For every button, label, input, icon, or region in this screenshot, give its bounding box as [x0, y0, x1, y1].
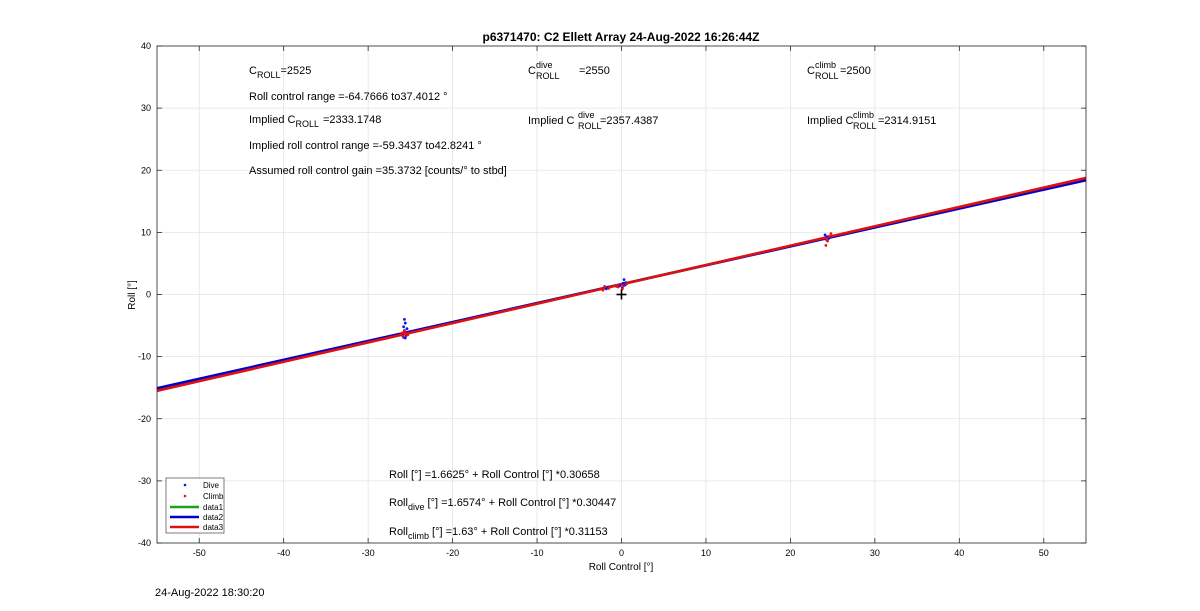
point-climb — [601, 288, 605, 292]
annotation-gain: Assumed roll control gain =35.3732 [coun… — [249, 165, 507, 177]
legend-label-data3: data3 — [203, 523, 224, 532]
point-climb — [615, 285, 618, 288]
point-climb — [621, 284, 625, 288]
legend-label-climb: Climb — [203, 492, 224, 501]
origin-cross-marker — [616, 289, 627, 300]
point-climb — [829, 232, 833, 236]
point-climb — [626, 281, 630, 285]
scatter-points — [400, 232, 833, 340]
point-dive — [403, 321, 407, 325]
x-tick-label: 10 — [701, 548, 711, 558]
legend: Dive Climb data1 data2 data3 — [165, 477, 225, 534]
x-tick-label: 30 — [870, 548, 880, 558]
x-tick-label: 50 — [1039, 548, 1049, 558]
legend-marker-dive — [183, 483, 187, 487]
legend-marker-climb — [183, 494, 187, 498]
axis-ticks: -50 -40 -30 -20 -10 0 10 20 30 40 50 -40 -30 -20 -10 0 1… — [138, 41, 1086, 558]
point-dive — [604, 287, 608, 291]
x-tick-label: -20 — [446, 548, 459, 558]
point-climb — [827, 234, 831, 238]
x-axis-label: Roll Control [°] — [589, 562, 654, 573]
annotation-croll: CROLL=2525 — [249, 65, 311, 80]
equation-climb: Rollclimb [°] =1.63° + Roll Control [°] … — [389, 526, 608, 541]
point-climb — [401, 334, 405, 338]
legend-label-dive: Dive — [203, 481, 220, 490]
y-tick-label: -40 — [138, 538, 151, 548]
y-tick-label: 40 — [141, 41, 151, 51]
x-tick-label: 0 — [619, 548, 624, 558]
point-climb — [824, 244, 828, 247]
equation-all: Roll [°] =1.6625° + Roll Control [°] *0.… — [389, 469, 600, 481]
point-climb — [825, 237, 829, 240]
legend-label-data1: data1 — [203, 503, 224, 512]
point-dive — [621, 281, 625, 285]
point-dive — [622, 278, 626, 281]
point-dive — [823, 233, 827, 237]
x-tick-label: -30 — [362, 548, 375, 558]
print-timestamp: 24-Aug-2022 18:30:20 — [155, 587, 265, 599]
x-tick-label: 20 — [785, 548, 795, 558]
y-tick-label: 20 — [141, 165, 151, 175]
point-climb — [406, 333, 410, 337]
annotation-croll-dive: Cdive ROLL =2550 — [528, 60, 610, 81]
equation-dive: Rolldive [°] =1.6574° + Roll Control [°]… — [389, 497, 616, 512]
point-dive — [402, 325, 406, 329]
point-climb — [607, 286, 611, 290]
point-dive — [403, 336, 407, 340]
point-climb — [603, 285, 607, 288]
x-tick-label: 40 — [954, 548, 964, 558]
point-climb — [403, 329, 406, 333]
chart-title: p6371470: C2 Ellett Array 24-Aug-2022 16… — [482, 30, 759, 44]
point-dive — [405, 327, 409, 331]
point-dive — [403, 317, 406, 321]
x-tick-label: -10 — [531, 548, 544, 558]
y-tick-label: 30 — [141, 103, 151, 113]
x-tick-label: -50 — [193, 548, 206, 558]
legend-box — [165, 477, 225, 534]
annotation-croll-climb: Cclimb ROLL=2500 — [807, 60, 871, 81]
y-axis-label: Roll [°] — [127, 280, 138, 310]
y-tick-label: -10 — [138, 352, 151, 362]
annotation-control-range: Roll control range =-64.7666 to37.4012 ° — [249, 91, 448, 103]
annotation-implied-croll-climb: Implied Cclimb ROLL=2314.9151 — [807, 110, 936, 131]
point-climb — [822, 236, 826, 240]
y-tick-label: -20 — [138, 414, 151, 424]
fit-line-data3 — [156, 176, 1087, 393]
legend-label-data2: data2 — [203, 513, 224, 522]
annotation-implied-croll: Implied CROLL =2333.1748 — [249, 114, 381, 129]
point-climb — [400, 331, 404, 335]
annotation-implied-range: Implied roll control range =-59.3437 to4… — [249, 140, 482, 152]
y-tick-label: 0 — [146, 290, 151, 300]
x-tick-label: -40 — [277, 548, 290, 558]
point-climb — [826, 239, 829, 243]
y-tick-label: -30 — [138, 476, 151, 486]
fit-lines — [156, 176, 1087, 393]
y-tick-label: 10 — [141, 227, 151, 237]
